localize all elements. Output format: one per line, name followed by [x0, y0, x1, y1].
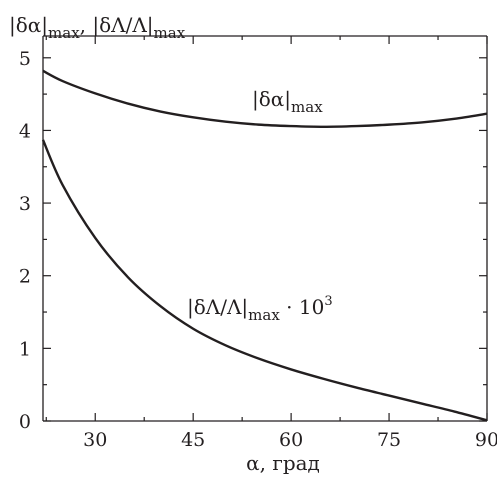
x-tick-label: 60: [279, 429, 303, 451]
x-tick-label: 75: [377, 429, 401, 451]
y-tick-label: 2: [19, 266, 31, 288]
series-line-delta-alpha: [42, 69, 488, 129]
y-tick-label: 4: [19, 120, 31, 142]
series-line-delta-lambda: [41, 139, 488, 422]
y-axis-label: |δα|max, |δΛ/Λ|max: [9, 13, 186, 42]
x-tick-label: 45: [181, 429, 205, 451]
y-tick-label: 0: [19, 411, 31, 433]
y-tick-label: 3: [19, 193, 31, 215]
x-tick-label: 90: [475, 429, 497, 451]
minor-ticks: [43, 36, 487, 421]
y-tick-label: 5: [19, 48, 31, 70]
series-label-delta-alpha: |δα|max: [252, 87, 323, 116]
series-label-delta-lambda: |δΛ/Λ|max · 103: [187, 294, 333, 324]
series-group: [41, 69, 488, 422]
y-tick-label: 1: [19, 338, 31, 360]
y-ticks: 0 1 2 3 4 5: [19, 48, 487, 433]
x-tick-label: 30: [83, 429, 107, 451]
x-axis-label: α, град: [246, 451, 320, 475]
